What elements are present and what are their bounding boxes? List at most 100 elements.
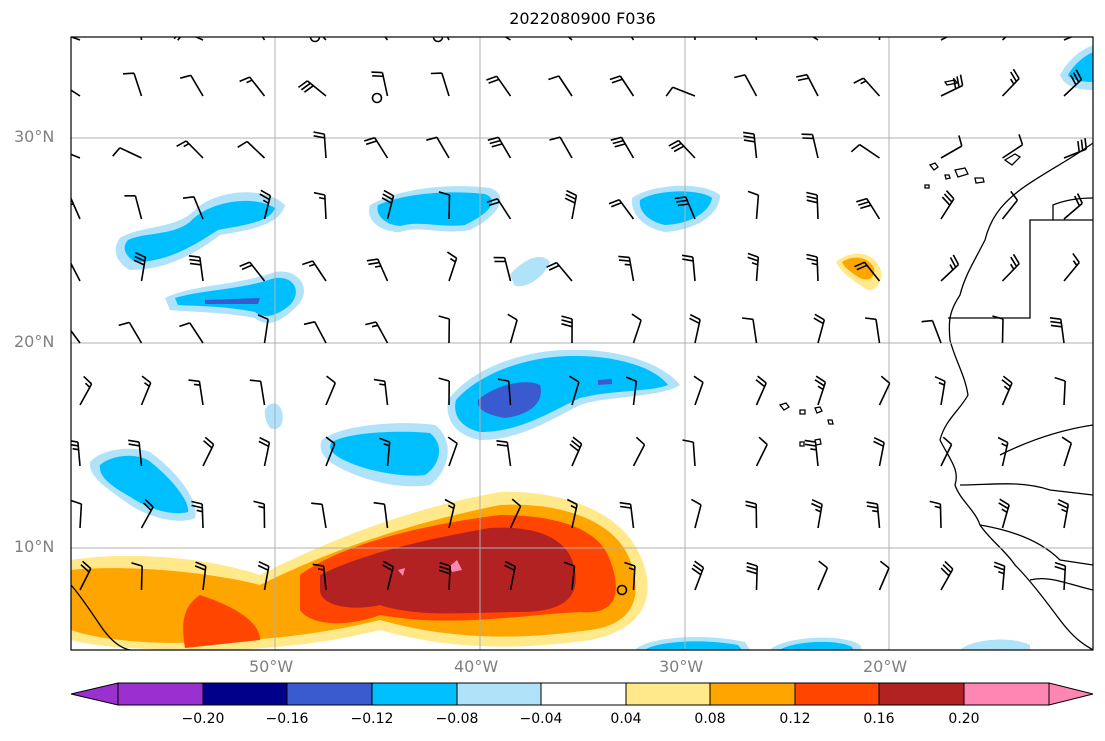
wind-barb-140 (311, 502, 327, 529)
wind-barb-128 (632, 436, 646, 467)
wind-barb-152 (1057, 498, 1070, 529)
south-america-coast (71, 584, 131, 650)
wind-barb-107 (373, 378, 389, 406)
colorbar-tick-4: −0.08 (435, 711, 479, 727)
wind-barb-45 (742, 131, 758, 159)
canary-islands (924, 153, 1022, 189)
wind-barb-119 (71, 440, 81, 467)
wind-barb-77 (618, 255, 635, 282)
colorbar-tick-3: −0.12 (350, 711, 394, 727)
wind-barb-73 (366, 258, 389, 282)
border-6 (1029, 578, 1093, 591)
wind-barb-109 (497, 378, 512, 406)
wind-barb-42 (549, 136, 573, 159)
wind-barb-18 (122, 72, 143, 97)
wind-barb-100 (992, 315, 1004, 344)
wind-barb-81 (854, 261, 881, 282)
wind-barb-129 (682, 439, 696, 467)
neg-contour-f-core (477, 379, 612, 418)
wind-barb-56 (381, 189, 395, 220)
lat-label-10n: 10°N (14, 537, 55, 556)
wind-barb-50 (1063, 138, 1088, 159)
wind-barb-142 (444, 498, 456, 529)
wind-barb-111 (625, 376, 638, 406)
neg-contour-e (510, 257, 550, 287)
lon-label-20w: 20°W (863, 657, 908, 676)
wind-barb-80 (806, 253, 819, 282)
wind-barb-37 (237, 140, 266, 159)
wind-barb-92 (507, 313, 518, 344)
wind-barb-25 (548, 75, 573, 97)
wind-barb-39 (363, 136, 389, 159)
wind-barb-54 (259, 189, 272, 220)
colorbar-seg-4 (371, 682, 458, 706)
wind-barb-20 (239, 76, 266, 97)
wind-barb-137 (140, 498, 154, 529)
wind-barb-130 (755, 436, 768, 467)
wind-barb-66 (1001, 190, 1019, 220)
wind-barb-53 (182, 196, 204, 220)
wind-barb-103 (140, 375, 152, 406)
colorbar-tick-7: 0.08 (694, 711, 726, 727)
wind-barb-154 (131, 562, 143, 591)
wind-barb-123 (325, 436, 336, 467)
wind-barb-101 (1049, 317, 1065, 344)
colorbar-seg-6 (540, 682, 627, 706)
pos-contour-0.16 (320, 527, 576, 614)
wind-barb-71 (239, 261, 266, 282)
lat-label-20n: 20°N (14, 332, 55, 351)
lon-label-50w: 50°W (249, 657, 294, 676)
wind-barb-161 (563, 561, 576, 591)
wind-barb-163 (691, 560, 705, 591)
africa-coast (939, 142, 1093, 650)
wind-barb-143 (509, 498, 522, 529)
wind-barb-117 (1001, 375, 1013, 406)
wind-barb-166 (878, 560, 890, 591)
wind-barb-89 (303, 321, 327, 344)
wind-barb-132 (873, 436, 885, 467)
wind-barb-153 (79, 560, 92, 591)
wind-barb-162 (624, 561, 636, 591)
wind-barb-78 (681, 254, 696, 282)
wind-barb-93 (561, 315, 573, 344)
wind-barb-7 (504, 37, 511, 41)
wind-barb-141 (373, 501, 389, 529)
wind-barb-61 (674, 196, 696, 220)
lat-label-30n: 30°N (14, 127, 55, 146)
border-5 (999, 424, 1093, 456)
wind-barb-62 (747, 190, 760, 220)
wind-barb-87 (179, 322, 204, 344)
colorbar-seg-3 (286, 682, 373, 706)
wind-barb-125 (447, 436, 458, 467)
wind-barb-113 (755, 375, 767, 406)
neg-contour-b-in (175, 277, 296, 316)
wind-barb-84 (1063, 253, 1080, 282)
neg-contour-i (264, 403, 283, 430)
calm-wind-circle-1 (432, 37, 444, 43)
wind-barb-146 (691, 498, 702, 529)
wind-barb-95 (689, 313, 701, 344)
madeira (943, 79, 959, 86)
wind-barb-122 (258, 436, 271, 467)
border-1 (948, 219, 1093, 319)
wind-barbs (71, 37, 1088, 596)
wind-barb-34 (71, 153, 81, 159)
positive-contours (71, 253, 882, 650)
colorbar-seg-11 (963, 682, 1050, 706)
wind-barb-114 (814, 375, 827, 406)
colorbar-tick-6: 0.04 (610, 711, 642, 727)
colorbar-tick-10: 0.20 (948, 711, 980, 727)
wind-barb-1 (140, 37, 143, 41)
wind-barb-36 (176, 140, 204, 159)
wind-barb-52 (124, 195, 143, 220)
wind-barb-116 (934, 375, 946, 406)
colorbar-seg-10 (878, 682, 965, 706)
colorbar-extend-high (1048, 682, 1094, 706)
wind-barb-46 (801, 133, 819, 159)
negative-contours (89, 45, 1093, 650)
wind-barb-96 (742, 317, 758, 344)
wind-barb-88 (257, 314, 269, 344)
wind-barb-51 (71, 196, 81, 220)
wind-barb-97 (813, 313, 826, 344)
wind-barb-115 (878, 375, 891, 406)
